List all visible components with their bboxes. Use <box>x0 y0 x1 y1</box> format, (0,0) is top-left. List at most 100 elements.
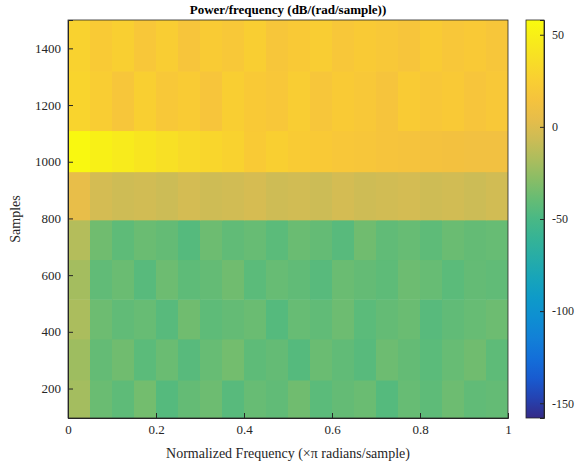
cell <box>332 339 355 381</box>
tick-label: 600 <box>42 268 62 283</box>
cell <box>310 299 333 339</box>
plot-frame <box>68 20 508 418</box>
cell <box>354 339 377 381</box>
cell <box>222 131 245 173</box>
cell <box>68 71 91 131</box>
cell <box>178 20 201 72</box>
cell <box>310 131 333 173</box>
cell <box>178 220 201 260</box>
cell <box>178 380 201 418</box>
cell <box>68 20 91 72</box>
cell <box>134 299 157 339</box>
cell <box>112 299 135 339</box>
tick: 1200 <box>35 98 73 113</box>
tick-mark <box>540 403 544 404</box>
cell <box>486 380 508 418</box>
cell <box>354 71 377 131</box>
cell <box>68 172 91 221</box>
cell <box>310 71 333 131</box>
cell <box>244 299 267 339</box>
cell <box>288 339 311 381</box>
tick-mark <box>156 413 157 418</box>
cell <box>310 339 333 381</box>
cell <box>156 299 179 339</box>
cell <box>266 299 289 339</box>
cell <box>156 339 179 381</box>
cell <box>112 339 135 381</box>
cell <box>90 299 113 339</box>
cell <box>464 172 487 221</box>
cell <box>420 172 443 221</box>
cell <box>244 380 267 418</box>
cell <box>486 71 508 131</box>
cell <box>442 71 465 131</box>
cell <box>464 299 487 339</box>
cell <box>156 380 179 418</box>
cell <box>156 260 179 300</box>
cell <box>442 339 465 381</box>
cell <box>332 299 355 339</box>
cell <box>288 299 311 339</box>
cell <box>332 380 355 418</box>
cell <box>354 172 377 221</box>
tick: 1 <box>505 413 512 437</box>
cell <box>310 172 333 221</box>
cell <box>376 339 399 381</box>
cell <box>354 131 377 173</box>
cell <box>222 299 245 339</box>
cell <box>398 299 421 339</box>
x-axis: 00.20.40.60.81 <box>65 413 512 437</box>
cell <box>156 172 179 221</box>
cell <box>266 172 289 221</box>
tick: 50 <box>540 28 564 42</box>
cell <box>464 339 487 381</box>
tick-mark <box>68 162 73 163</box>
cell <box>200 131 223 173</box>
cell <box>464 220 487 260</box>
tick-mark <box>68 218 73 219</box>
cells <box>68 20 508 418</box>
cell <box>332 20 355 72</box>
cell <box>200 260 223 300</box>
cell <box>156 20 179 72</box>
cell <box>464 71 487 131</box>
tick-label: 0.6 <box>324 422 341 437</box>
cell <box>310 20 333 72</box>
cell <box>134 260 157 300</box>
cell <box>464 20 487 72</box>
tick-label: 0.4 <box>236 422 253 437</box>
tick-label: 0.2 <box>148 422 164 437</box>
cell <box>68 220 91 260</box>
tick: 1400 <box>35 41 73 56</box>
tick-label: 1200 <box>35 98 61 113</box>
cell <box>68 380 91 418</box>
cell <box>134 131 157 173</box>
cell <box>486 20 508 72</box>
tick-label: 1 <box>505 422 512 437</box>
cell <box>222 71 245 131</box>
cell <box>68 260 91 300</box>
cell <box>376 131 399 173</box>
cell <box>288 71 311 131</box>
cell <box>68 131 91 173</box>
cell <box>112 20 135 72</box>
cell <box>134 20 157 72</box>
cell <box>266 71 289 131</box>
cell <box>200 220 223 260</box>
cell <box>178 172 201 221</box>
cell <box>354 220 377 260</box>
tick-mark <box>68 275 73 276</box>
cell <box>398 220 421 260</box>
tick: -50 <box>540 212 568 226</box>
tick-label: 50 <box>552 28 564 42</box>
tick-mark <box>68 48 73 49</box>
cell <box>354 299 377 339</box>
cell <box>464 380 487 418</box>
cell <box>90 71 113 131</box>
cell <box>398 172 421 221</box>
cell <box>222 339 245 381</box>
cell <box>156 131 179 173</box>
cell <box>420 299 443 339</box>
tick: 0 <box>540 120 558 134</box>
cell <box>442 172 465 221</box>
